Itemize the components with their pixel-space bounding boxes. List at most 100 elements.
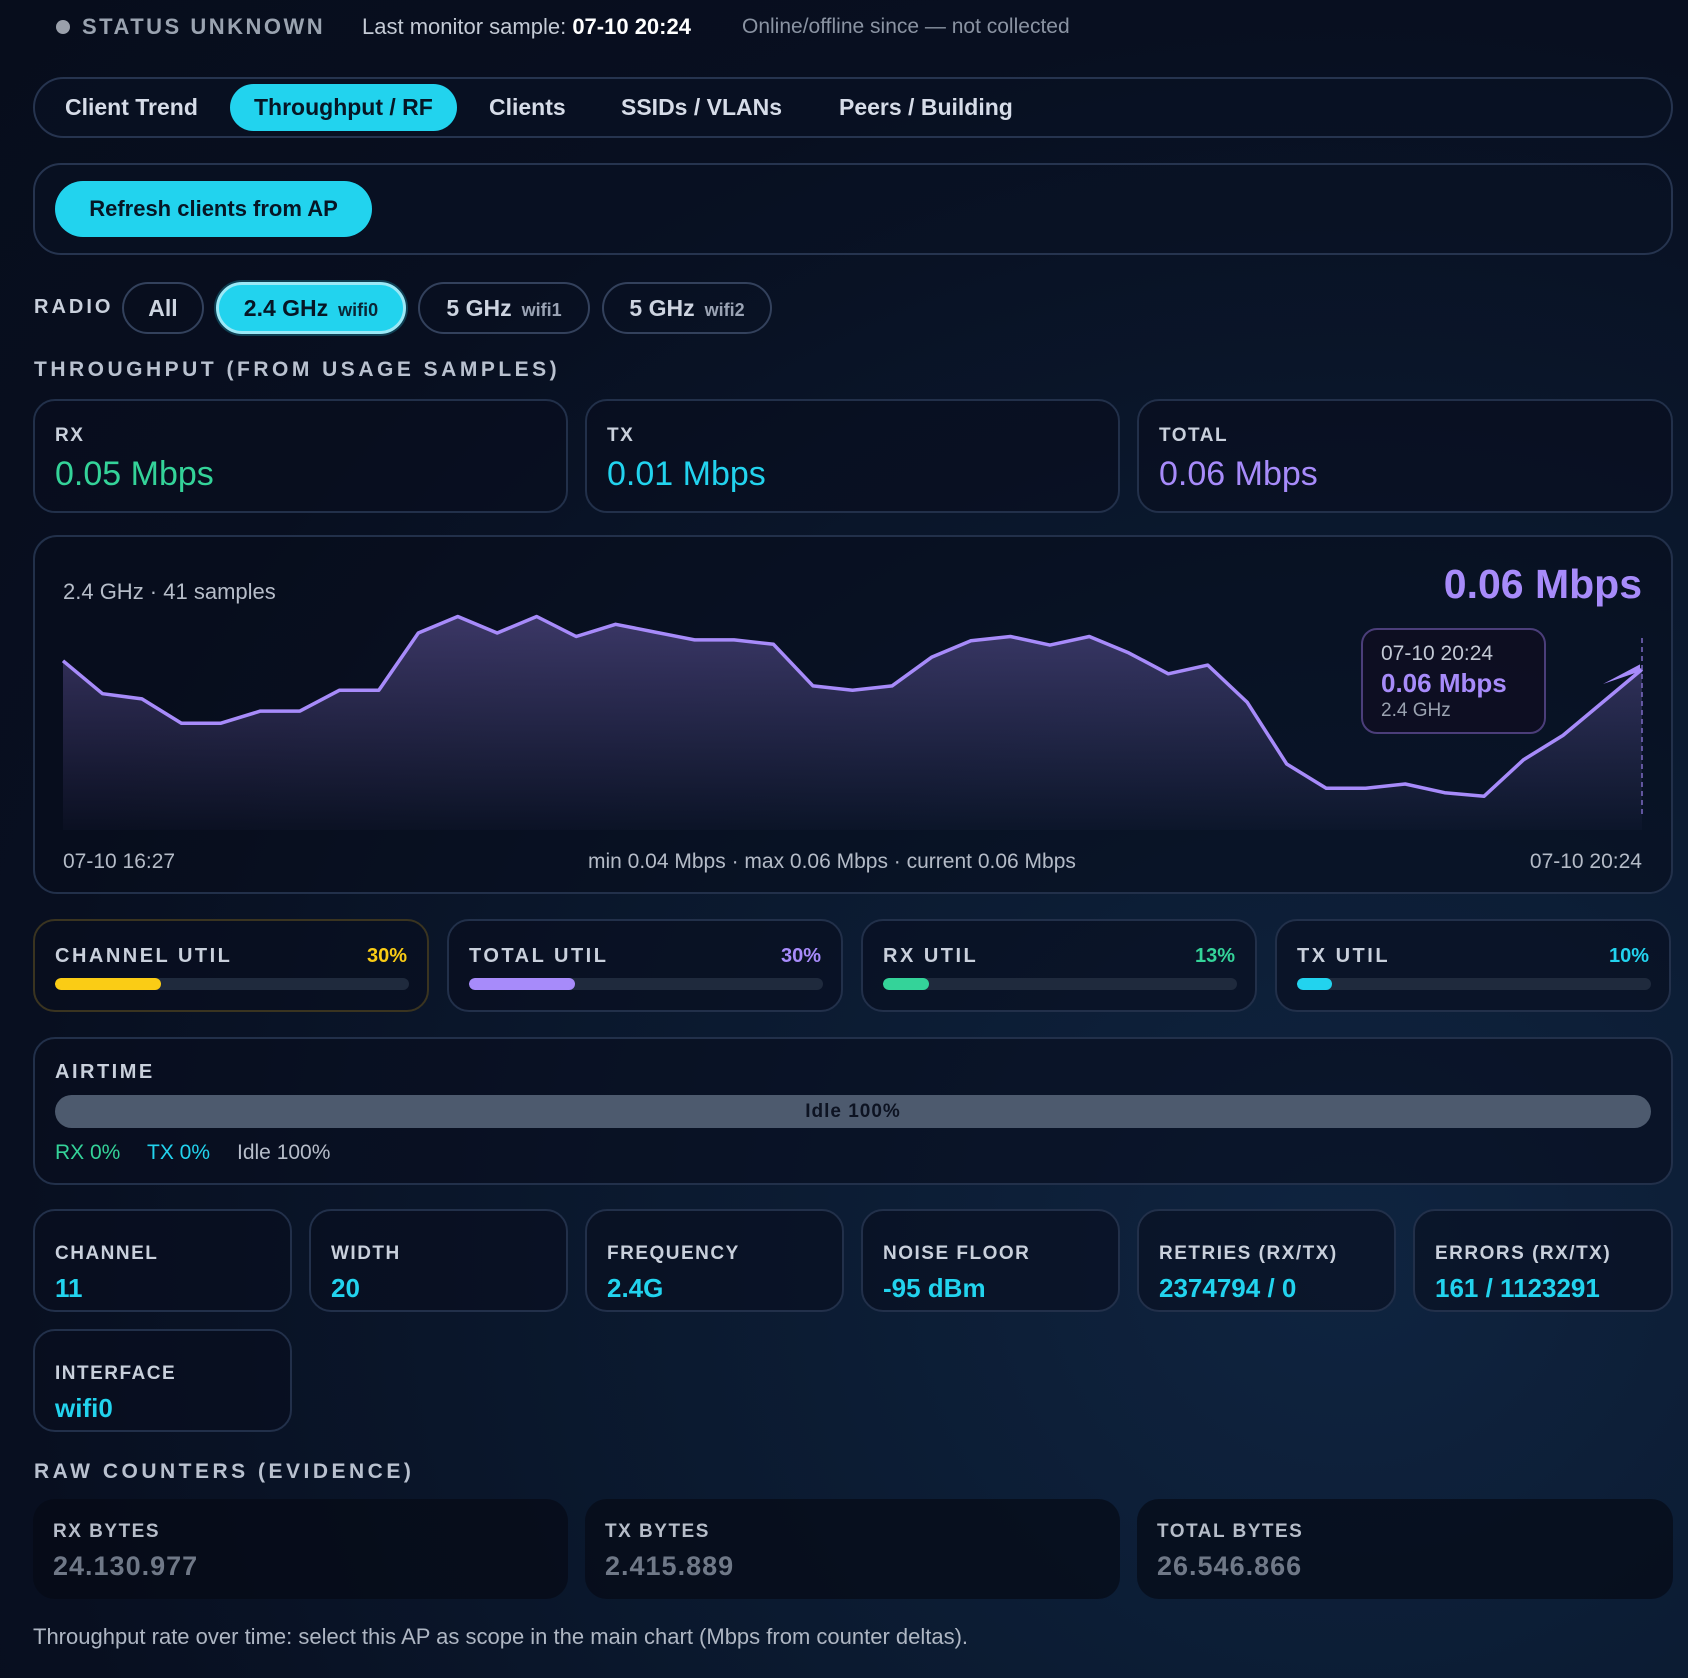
chart-x-end-label: 07-10 20:24 xyxy=(1529,850,1642,873)
airtime-idle: Idle 100% xyxy=(237,1141,331,1164)
total-util-fill xyxy=(469,978,576,990)
rx-util-card: RX UTIL 13% xyxy=(861,919,1257,1012)
rf-interface-label: INTERFACE xyxy=(55,1363,177,1384)
tab-clients[interactable]: Clients xyxy=(489,94,566,120)
chart-x-start-label: 07-10 16:27 xyxy=(63,850,176,873)
actions-panel xyxy=(33,163,1673,255)
channel-util-bar xyxy=(55,978,409,990)
rx-util-fill xyxy=(883,978,930,990)
footnote: Throughput rate over time: select this A… xyxy=(33,1624,969,1649)
tx-bytes-value: 2.415.889 xyxy=(605,1551,735,1581)
rf-errors-value: 161 / 1123291 xyxy=(1435,1273,1600,1303)
tooltip-time: 07-10 20:24 xyxy=(1381,642,1494,665)
chart-current-value: 0.06 Mbps xyxy=(1443,561,1642,607)
tx-throughput-card: TX 0.01 Mbps xyxy=(585,399,1120,513)
raw-counters-title: RAW COUNTERS (EVIDENCE) xyxy=(34,1460,415,1483)
tab-client-trend[interactable]: Client Trend xyxy=(65,94,198,120)
rf-errors-label: ERRORS (RX/TX) xyxy=(1435,1243,1612,1264)
rx-util-label: RX UTIL xyxy=(883,945,979,967)
radio-option-iface: wifi1 xyxy=(521,300,562,320)
rx-value: 0.05 Mbps xyxy=(55,455,214,493)
tx-bytes-card: TX BYTES 2.415.889 xyxy=(585,1499,1120,1599)
status-dot-icon xyxy=(56,20,70,34)
rf-width-card: WIDTH 20 xyxy=(309,1209,568,1312)
rx-throughput-card: RX 0.05 Mbps xyxy=(33,399,568,513)
tx-util-fill xyxy=(1297,978,1333,990)
rf-noise-floor-card: NOISE FLOOR -95 dBm xyxy=(861,1209,1120,1312)
airtime-bar: Idle 100% xyxy=(55,1095,1651,1128)
total-util-bar xyxy=(469,978,823,990)
total-bytes-value: 26.546.866 xyxy=(1157,1551,1303,1581)
rf-interface-value: wifi0 xyxy=(55,1393,113,1423)
rf-frequency-value: 2.4G xyxy=(607,1273,664,1303)
rx-bytes-card: RX BYTES 24.130.977 xyxy=(33,1499,568,1599)
total-util-card: TOTAL UTIL 30% xyxy=(447,919,843,1012)
tx-bytes-label: TX BYTES xyxy=(605,1521,710,1542)
airtime-label: AIRTIME xyxy=(55,1061,155,1083)
tx-util-value: 10% xyxy=(1608,945,1649,967)
total-bytes-label: TOTAL BYTES xyxy=(1157,1521,1304,1542)
tab-ssids-vlans[interactable]: SSIDs / VLANs xyxy=(621,94,783,120)
total-throughput-card: TOTAL 0.06 Mbps xyxy=(1137,399,1673,513)
chart-subtitle: 2.4 GHz · 41 samples xyxy=(63,579,276,604)
radio-option-band: 5 GHz xyxy=(446,295,512,321)
total-bytes-card: TOTAL BYTES 26.546.866 xyxy=(1137,1499,1673,1599)
radio-option-band: All xyxy=(148,295,178,321)
tx-value: 0.01 Mbps xyxy=(607,455,766,493)
channel-util-value: 30% xyxy=(366,945,407,967)
total-util-value: 30% xyxy=(780,945,821,967)
radio-option-band: 2.4 GHz xyxy=(243,295,329,321)
tx-util-card: TX UTIL 10% xyxy=(1275,919,1671,1012)
status-label: STATUS UNKNOWN xyxy=(82,14,326,39)
rx-bytes-value: 24.130.977 xyxy=(53,1551,199,1581)
rf-noise-floor-value: -95 dBm xyxy=(883,1273,986,1303)
radio-option-wifi2[interactable]: 5 GHz wifi2 xyxy=(602,282,772,334)
last-sample: Last monitor sample: 07-10 20:24 xyxy=(362,14,691,40)
throughput-chart[interactable] xyxy=(0,0,1688,900)
total-label: TOTAL xyxy=(1159,425,1229,446)
throughput-section-title: THROUGHPUT (FROM USAGE SAMPLES) xyxy=(34,358,561,381)
rf-noise-floor-label: NOISE FLOOR xyxy=(883,1243,1031,1264)
tab-throughput-rf[interactable]: Throughput / RF xyxy=(230,84,457,131)
tx-util-label: TX UTIL xyxy=(1297,945,1391,967)
rx-util-value: 13% xyxy=(1194,945,1235,967)
chart-summary: min 0.04 Mbps · max 0.06 Mbps · current … xyxy=(588,850,1076,873)
radio-option-iface: wifi0 xyxy=(338,300,379,320)
chart-tooltip: 07-10 20:24 0.06 Mbps 2.4 GHz xyxy=(1361,628,1546,734)
rx-bytes-label: RX BYTES xyxy=(53,1521,161,1542)
channel-util-fill xyxy=(55,978,162,990)
rf-retries-label: RETRIES (RX/TX) xyxy=(1159,1243,1338,1264)
tx-util-bar xyxy=(1297,978,1651,990)
tooltip-value: 0.06 Mbps xyxy=(1381,668,1507,698)
rf-errors-card: ERRORS (RX/TX) 161 / 1123291 xyxy=(1413,1209,1673,1312)
total-value: 0.06 Mbps xyxy=(1159,455,1318,493)
rf-retries-card: RETRIES (RX/TX) 2374794 / 0 xyxy=(1137,1209,1396,1312)
airtime-rx: RX 0% xyxy=(55,1141,121,1164)
radio-filter-label: RADIO xyxy=(34,296,114,318)
radio-option-all[interactable]: All xyxy=(122,282,204,334)
tab-peers-building[interactable]: Peers / Building xyxy=(839,94,1013,120)
radio-option-iface: wifi2 xyxy=(704,300,745,320)
rf-retries-value: 2374794 / 0 xyxy=(1159,1273,1297,1303)
channel-util-label: CHANNEL UTIL xyxy=(55,945,233,967)
last-sample-prefix: Last monitor sample: xyxy=(362,14,573,39)
tooltip-pointer xyxy=(1603,664,1640,684)
tooltip-band: 2.4 GHz xyxy=(1381,700,1451,721)
last-sample-time: 07-10 20:24 xyxy=(572,14,691,39)
total-util-label: TOTAL UTIL xyxy=(469,945,609,967)
radio-option-wifi0[interactable]: 2.4 GHz wifi0 xyxy=(216,282,406,334)
rf-frequency-card: FREQUENCY 2.4G xyxy=(585,1209,844,1312)
chart-series-line xyxy=(61,614,1644,798)
radio-option-band: 5 GHz xyxy=(629,295,695,321)
rf-frequency-label: FREQUENCY xyxy=(607,1243,740,1264)
rf-interface-card: INTERFACE wifi0 xyxy=(33,1329,292,1432)
tx-label: TX xyxy=(607,425,635,446)
refresh-clients-button[interactable]: Refresh clients from AP xyxy=(55,181,372,237)
airtime-tx: TX 0% xyxy=(147,1141,211,1164)
rf-channel-card: CHANNEL 11 xyxy=(33,1209,292,1312)
channel-util-card: CHANNEL UTIL 30% xyxy=(33,919,429,1012)
radio-option-wifi1[interactable]: 5 GHz wifi1 xyxy=(418,282,590,334)
chart-area-fill xyxy=(63,616,1642,830)
rf-channel-value: 11 xyxy=(55,1273,83,1303)
rf-channel-label: CHANNEL xyxy=(55,1243,159,1264)
